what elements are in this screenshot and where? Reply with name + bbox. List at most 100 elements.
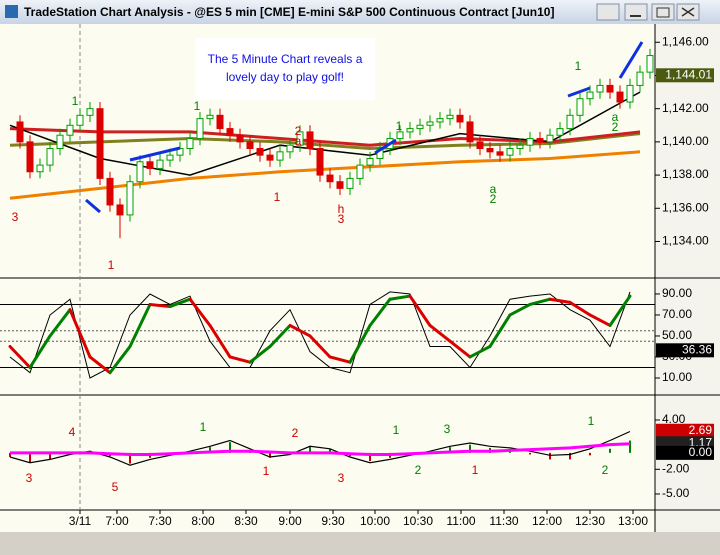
pivot-label: a — [490, 182, 497, 196]
pivot-label: 3 — [12, 210, 19, 224]
candle-body — [196, 118, 204, 140]
pivot-label: 1 — [194, 99, 201, 113]
y-tick-label: 1,140.00 — [662, 134, 709, 148]
slow-line-segment — [48, 308, 72, 338]
moving-average — [9, 127, 641, 147]
slow-line-segment — [368, 297, 392, 327]
slow-line-segment — [288, 323, 312, 338]
candle-body — [416, 124, 424, 130]
note-text: The 5 Minute Chart reveals a — [208, 52, 363, 66]
candle-body — [276, 151, 284, 161]
trend-segment — [374, 138, 397, 155]
candle-body — [206, 114, 214, 120]
candle-body — [346, 177, 354, 189]
slow-line-segment — [88, 355, 112, 375]
candle-body — [526, 138, 534, 146]
candle-body — [226, 128, 234, 136]
slow-line-segment — [168, 297, 192, 309]
minimize-button[interactable] — [624, 3, 648, 21]
candle-body — [436, 118, 444, 123]
pivot-label: 5 — [112, 480, 119, 494]
candle-body — [306, 131, 314, 150]
candle-body — [296, 131, 304, 146]
slow-line-segment — [448, 339, 472, 359]
chart-layer: 1,134.00 1,136.00 1,138.00 1,140.00 1,142.00… — [0, 34, 714, 528]
slow-line-segment — [348, 323, 372, 364]
note-box — [195, 38, 375, 100]
y-tick-label: 70.00 — [662, 307, 692, 321]
pivot-label: 3 — [338, 212, 345, 226]
y-tick-label: -5.00 — [662, 486, 690, 500]
pivot-label: 1 — [575, 59, 582, 73]
maximize-button[interactable] — [651, 3, 675, 21]
menu-button[interactable] — [596, 3, 620, 21]
value-tag-label: 2.69 — [689, 423, 713, 437]
candle-body — [286, 144, 294, 153]
window-controls[interactable] — [596, 3, 700, 21]
candle-body — [446, 114, 454, 120]
value-tag — [656, 343, 714, 358]
candle-body — [606, 84, 614, 93]
macd-line — [10, 442, 631, 456]
slow-line-segment — [528, 297, 552, 306]
candle-body — [556, 128, 564, 136]
candle-body — [106, 177, 114, 206]
candle-body — [326, 174, 334, 183]
pivot-label: 1 — [588, 414, 595, 428]
candle-body — [66, 124, 74, 136]
x-tick-label: 9:30 — [321, 514, 345, 528]
maximize-icon — [656, 7, 670, 18]
pivot-label: 2 — [602, 463, 609, 477]
candle-body — [76, 114, 84, 126]
slow-line-segment — [188, 297, 212, 327]
x-tick-label: 8:00 — [191, 514, 215, 528]
candle-body — [356, 164, 364, 179]
candle-body — [396, 131, 404, 140]
slow-line-segment — [228, 355, 252, 364]
x-tick-label: 10:00 — [360, 514, 390, 528]
value-tag — [656, 68, 714, 83]
slow-line-segment — [208, 323, 232, 359]
slow-line-segment — [108, 344, 132, 375]
x-tick-label: 8:30 — [234, 514, 258, 528]
slow-line-segment — [68, 308, 92, 359]
candle-body — [636, 71, 644, 86]
candle-body — [96, 108, 104, 179]
pivot-label: 2 — [612, 120, 619, 134]
pivot-label: 3 — [26, 471, 33, 485]
slow-line-segment — [468, 344, 492, 359]
y-tick-label: 4.00 — [662, 412, 686, 426]
candle-body — [266, 154, 274, 161]
candle-body — [56, 134, 64, 150]
candle-body — [46, 148, 54, 166]
candle-body — [116, 204, 124, 216]
candle-body — [586, 91, 594, 100]
candle-body — [336, 181, 344, 189]
moving-average — [9, 91, 641, 176]
pivot-label: 1 — [72, 94, 79, 108]
x-tick-label: 12:00 — [532, 514, 562, 528]
slow-line-segment — [588, 313, 612, 327]
moving-average — [9, 150, 641, 200]
close-icon — [681, 7, 695, 17]
candle-body — [216, 114, 224, 130]
pivot-label: 1 — [472, 463, 479, 477]
candle-body — [646, 55, 654, 73]
pivot-label: h — [338, 202, 345, 216]
pivot-label: a — [612, 110, 619, 124]
pivot-label: 1 — [263, 464, 270, 478]
x-tick-label: 13:00 — [618, 514, 648, 528]
slow-line-segment — [428, 323, 452, 343]
candle-body — [476, 141, 484, 150]
candle-body — [366, 157, 374, 166]
slow-line-segment — [548, 297, 572, 304]
y-tick-label: 1,138.00 — [662, 167, 709, 181]
slow-line-segment — [408, 294, 432, 327]
value-tag-label: 1,144.01 — [665, 67, 712, 81]
pivot-label: 1 — [200, 420, 207, 434]
candle-body — [26, 141, 34, 173]
candle-body — [236, 134, 244, 143]
y-tick-label: 1,134.00 — [662, 234, 709, 248]
value-tag-label: 36.36 — [682, 342, 712, 356]
